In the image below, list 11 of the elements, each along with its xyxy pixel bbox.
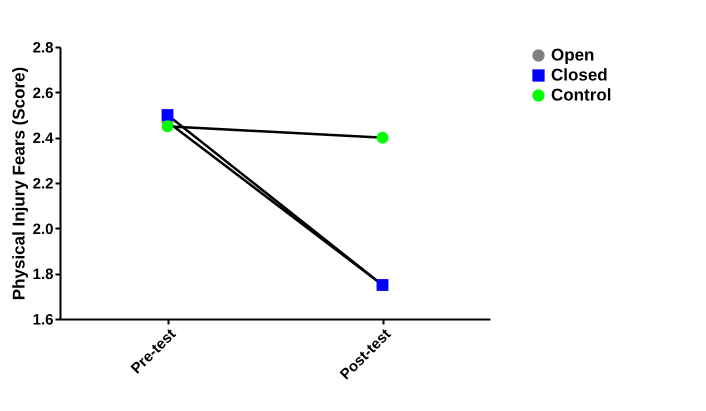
y-tick-label: 2.0 (32, 220, 54, 238)
legend-label: Closed (551, 66, 608, 84)
y-tick-label: 1.6 (32, 312, 54, 328)
y-axis-title: Physical Injury Fears (Score) (10, 66, 29, 300)
y-tick-label: 2.6 (32, 84, 54, 102)
y-tick-label: 1.8 (32, 266, 54, 284)
y-tick-label: 2.8 (32, 40, 54, 56)
legend-label: Control (551, 86, 612, 104)
legend-label: Open (551, 46, 594, 64)
y-tick-label: 2.2 (32, 176, 54, 192)
y-tick-label: 2.4 (32, 130, 54, 148)
